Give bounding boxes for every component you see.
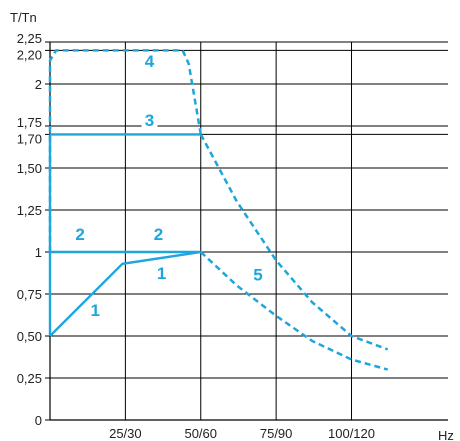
- y-tick-label: 2,20: [17, 47, 42, 62]
- curve-label: 2: [75, 225, 84, 244]
- curve-label: 1: [90, 301, 99, 320]
- curve-5-lower: [199, 251, 389, 371]
- curve-labels: 1 1 2 2 3 4 5: [72, 52, 267, 320]
- y-tick-label: 0,75: [17, 287, 42, 302]
- curves: [48, 49, 389, 371]
- x-tick-label: 50/60: [184, 426, 217, 441]
- y-tick-label: 1: [35, 245, 42, 260]
- curve-5-upper: [199, 133, 389, 351]
- curve-label-bg: [250, 266, 267, 285]
- curve-label-bg: [153, 264, 170, 283]
- curve-label-bg: [141, 112, 158, 130]
- y-tick-label: 2: [35, 77, 42, 92]
- x-tick-label: 100/120: [328, 426, 375, 441]
- x-tick-label: 75/90: [260, 426, 293, 441]
- y-tick-label: 2,25: [17, 31, 42, 46]
- y-tick-label: 1,70: [17, 131, 42, 146]
- curve-label: 3: [145, 111, 154, 130]
- x-tick-label: 25/30: [109, 426, 142, 441]
- y-tick-label: 0,25: [17, 371, 42, 386]
- curve-label-bg: [87, 301, 104, 320]
- curve-label: 5: [253, 266, 262, 285]
- x-axis-title: Hz: [438, 428, 454, 441]
- curve-label-bg: [141, 53, 158, 72]
- curve-label-bg: [72, 226, 89, 245]
- curve-label: 4: [145, 52, 155, 71]
- curve-1: [49, 250, 201, 337]
- curve-label: 2: [154, 225, 163, 244]
- curve-label: 1: [157, 264, 166, 283]
- y-tick-label: 1,75: [17, 115, 42, 130]
- y-tick-label: 0,50: [17, 329, 42, 344]
- y-tick-label: 1,50: [17, 161, 42, 176]
- axes: [45, 41, 448, 421]
- y-axis-title: T/Tn: [10, 10, 37, 25]
- tick-labels: 0 0,25 0,50 0,75 1 1,25 1,50 1,701,75 2 2,202,25 2…: [17, 31, 375, 441]
- y-tick-label: 0: [35, 413, 42, 428]
- y-tick-label: 1,25: [17, 203, 42, 218]
- curve-label-bg: [150, 226, 167, 245]
- grid: [50, 41, 448, 420]
